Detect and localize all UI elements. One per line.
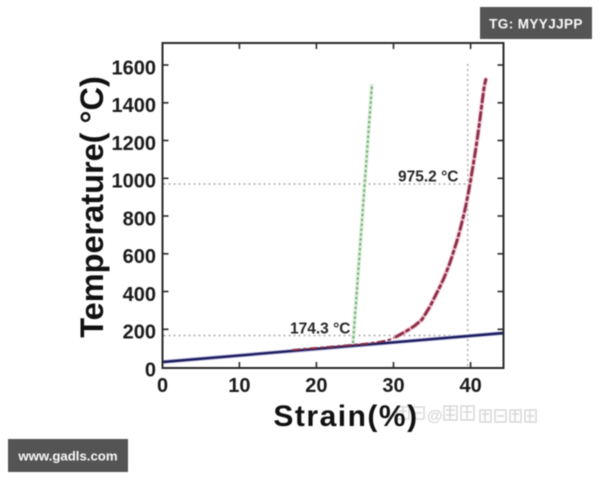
svg-text:975.2 °C: 975.2 °C [398,169,459,186]
svg-text:600: 600 [123,246,156,268]
svg-text:1000: 1000 [112,171,157,193]
svg-text:TG: MYYJJPP: TG: MYYJJPP [489,17,583,32]
svg-text:20: 20 [305,375,327,397]
svg-text:174.3 °C: 174.3 °C [290,321,351,338]
svg-text:0: 0 [145,359,156,381]
svg-text:@: @ [427,408,443,425]
svg-text:30: 30 [382,375,404,397]
svg-text:800: 800 [123,208,156,230]
svg-text:10: 10 [228,375,250,397]
svg-text:1400: 1400 [112,95,157,117]
svg-text:www.gadls.com: www.gadls.com [17,449,117,464]
svg-text:40: 40 [459,375,481,397]
svg-text:1600: 1600 [112,57,157,79]
svg-text:200: 200 [123,322,156,344]
svg-text:Temperature( °C): Temperature( °C) [74,76,110,338]
svg-text:Strain(%): Strain(%) [273,400,418,433]
svg-text:400: 400 [123,284,156,306]
svg-text:1200: 1200 [112,133,157,155]
svg-text:0: 0 [157,375,168,397]
